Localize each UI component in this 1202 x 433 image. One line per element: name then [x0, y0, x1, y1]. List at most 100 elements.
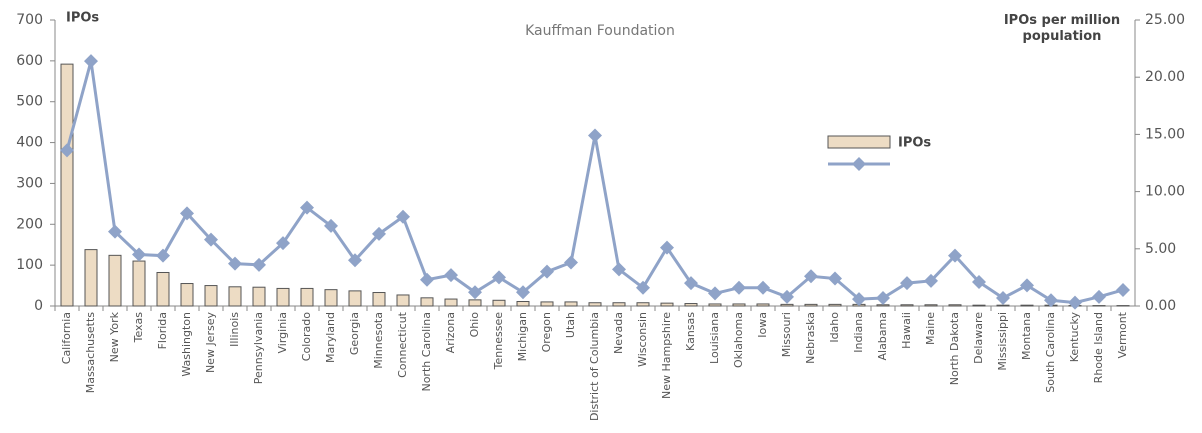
- marker: [1116, 282, 1130, 297]
- x-tick-label: Colorado: [300, 312, 313, 361]
- marker: [60, 143, 74, 158]
- x-tick-label: Nevada: [612, 312, 625, 354]
- bar: [948, 304, 962, 307]
- bar: [612, 302, 626, 307]
- bar: [660, 302, 674, 307]
- bar: [1020, 304, 1034, 307]
- x-tick-label: Mississippi: [996, 312, 1009, 371]
- marker: [468, 285, 482, 300]
- bar: [540, 301, 554, 307]
- x-tick-label: Texas: [132, 312, 145, 344]
- marker: [924, 273, 938, 288]
- x-tick-label: Montana: [1020, 312, 1033, 360]
- marker: [444, 268, 458, 283]
- legend-swatch: [827, 135, 891, 149]
- bar: [228, 286, 242, 307]
- x-tick-label: New Jersey: [204, 312, 217, 374]
- x-tick-label: Idaho: [828, 312, 841, 343]
- x-tick-label: Kentucky: [1068, 312, 1081, 363]
- x-tick-label: Louisiana: [708, 312, 721, 364]
- x-tick-label: Delaware: [972, 312, 985, 364]
- x-tick-label: Connecticut: [396, 311, 409, 378]
- x-tick-label: Oregon: [540, 312, 553, 352]
- x-tick-label: Washington: [180, 312, 193, 377]
- marker: [108, 224, 122, 239]
- marker: [564, 255, 578, 270]
- chart-title: Kauffman Foundation: [525, 23, 675, 39]
- x-tick-label: Ohio: [468, 312, 481, 338]
- bar: [372, 292, 386, 307]
- marker: [252, 257, 266, 272]
- bar: [300, 287, 314, 307]
- bar: [180, 283, 194, 307]
- marker: [324, 218, 338, 233]
- x-tick-label: District of Columbia: [588, 312, 601, 421]
- marker: [228, 256, 242, 271]
- marker: [1068, 295, 1082, 310]
- bar: [516, 301, 530, 307]
- y2-tick-label: 20.00: [1145, 69, 1185, 85]
- marker: [876, 290, 890, 305]
- x-tick-label: Pennsylvania: [252, 312, 265, 384]
- marker: [996, 290, 1010, 305]
- marker: [972, 274, 986, 289]
- x-tick-label: Massachusetts: [84, 312, 97, 394]
- marker: [492, 270, 506, 285]
- x-tick-label: Virginia: [276, 312, 289, 353]
- x-tick-label: Minnesota: [372, 312, 385, 369]
- x-tick-label: New Hampshire: [660, 312, 673, 399]
- x-tick-label: Missouri: [780, 312, 793, 357]
- marker: [204, 232, 218, 247]
- marker: [948, 248, 962, 263]
- x-tick-label: South Carolina: [1044, 312, 1057, 393]
- legend-marker: [852, 157, 866, 171]
- marker: [372, 226, 386, 241]
- x-tick-label: Nebraska: [804, 312, 817, 364]
- bar: [996, 304, 1010, 307]
- marker: [804, 269, 818, 284]
- x-tick-label: California: [60, 312, 73, 364]
- bar: [804, 303, 818, 307]
- y-tick-label: 500: [16, 94, 43, 110]
- y2-tick-label: 25.00: [1145, 12, 1185, 28]
- x-tick-label: Indiana: [852, 312, 865, 353]
- x-tick-label: Michigan: [516, 312, 529, 361]
- bar: [108, 254, 122, 307]
- marker: [84, 54, 98, 69]
- marker: [516, 285, 530, 300]
- marker: [588, 128, 602, 143]
- bar: [420, 297, 434, 307]
- x-tick-label: Maryland: [324, 312, 337, 363]
- marker: [612, 262, 626, 277]
- x-tick-label: Florida: [156, 312, 169, 349]
- bar: [276, 287, 290, 307]
- y-tick-label: 600: [16, 53, 43, 69]
- x-tick-label: Rhode Island: [1092, 312, 1105, 383]
- marker: [1044, 293, 1058, 308]
- marker: [732, 280, 746, 295]
- marker: [132, 247, 146, 262]
- bar: [900, 304, 914, 307]
- bar: [156, 271, 170, 307]
- bar: [324, 289, 338, 307]
- x-tick-label: North Carolina: [420, 312, 433, 392]
- y-tick-label: 200: [16, 216, 43, 232]
- marker: [420, 272, 434, 287]
- marker: [900, 276, 914, 291]
- bar: [60, 63, 74, 307]
- legend-label: IPOs: [898, 136, 931, 151]
- bar: [444, 298, 458, 307]
- bar: [396, 294, 410, 307]
- x-tick-label: Kansas: [684, 312, 697, 351]
- bar: [564, 301, 578, 307]
- marker: [708, 286, 722, 301]
- marker: [780, 289, 794, 304]
- x-tick-label: Illinois: [228, 312, 241, 347]
- bar: [828, 303, 842, 307]
- y-tick-label: 400: [16, 135, 43, 151]
- marker: [828, 271, 842, 286]
- x-tick-label: Maine: [924, 312, 937, 345]
- y2-tick-label: 15.00: [1145, 126, 1185, 142]
- bar: [252, 286, 266, 307]
